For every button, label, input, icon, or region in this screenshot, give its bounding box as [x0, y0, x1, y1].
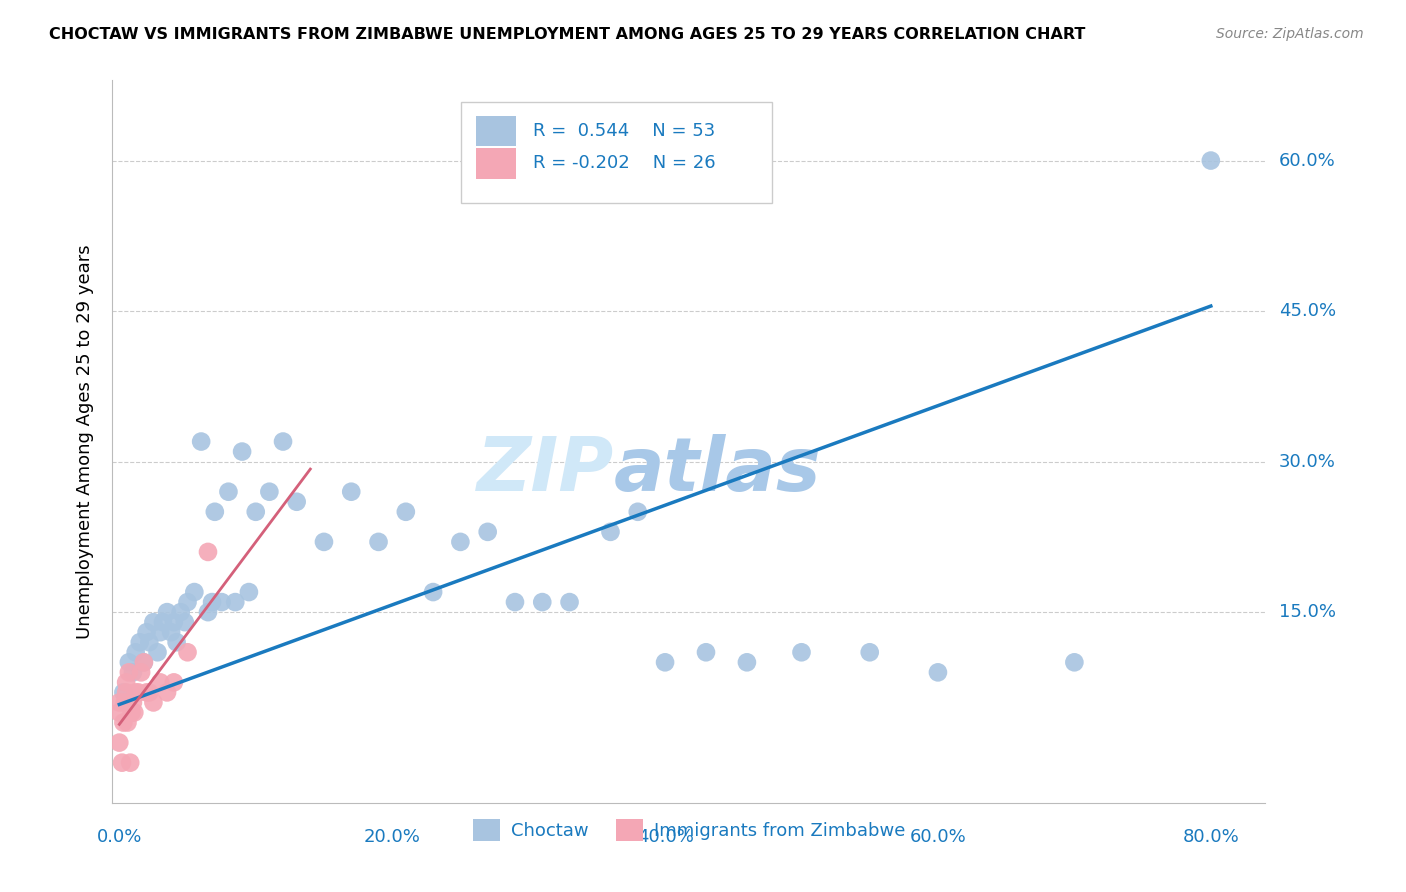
Point — [127, 685, 149, 699]
Text: 0.0%: 0.0% — [97, 828, 142, 846]
Y-axis label: Unemployment Among Ages 25 to 29 years: Unemployment Among Ages 25 to 29 years — [76, 244, 94, 639]
Point — [166, 635, 188, 649]
Point — [395, 505, 418, 519]
Point — [112, 685, 135, 699]
Point — [160, 625, 183, 640]
FancyBboxPatch shape — [461, 102, 772, 203]
Point — [477, 524, 499, 539]
Point — [173, 615, 195, 630]
Point — [121, 706, 143, 720]
Point — [558, 595, 581, 609]
Point — [1199, 153, 1222, 168]
Point — [217, 484, 239, 499]
Point — [114, 696, 136, 710]
Point — [108, 735, 131, 749]
Point — [503, 595, 526, 609]
Point — [124, 685, 146, 699]
Point — [627, 505, 650, 519]
Text: atlas: atlas — [614, 434, 821, 507]
Point — [156, 685, 179, 699]
Point — [132, 655, 155, 669]
Point — [163, 675, 186, 690]
Point — [118, 655, 141, 669]
Text: R = -0.202    N = 26: R = -0.202 N = 26 — [533, 154, 716, 172]
Point — [271, 434, 294, 449]
Point — [122, 665, 145, 680]
Point — [146, 645, 169, 659]
Text: CHOCTAW VS IMMIGRANTS FROM ZIMBABWE UNEMPLOYMENT AMONG AGES 25 TO 29 YEARS CORRE: CHOCTAW VS IMMIGRANTS FROM ZIMBABWE UNEM… — [49, 27, 1085, 42]
Point — [170, 605, 193, 619]
Text: 15.0%: 15.0% — [1279, 603, 1336, 621]
Point — [118, 665, 141, 680]
Point — [152, 615, 174, 630]
Point — [224, 595, 246, 609]
Point — [312, 535, 335, 549]
Point — [735, 655, 758, 669]
Point — [449, 535, 471, 549]
Point — [259, 484, 281, 499]
Text: 60.0%: 60.0% — [1279, 152, 1336, 169]
Point — [859, 645, 882, 659]
Point — [201, 595, 224, 609]
Point — [285, 494, 308, 508]
Point — [124, 706, 146, 720]
Point — [238, 585, 260, 599]
Point — [129, 665, 152, 680]
Point — [122, 696, 145, 710]
Point — [108, 706, 131, 720]
Point — [111, 756, 134, 770]
Point — [124, 645, 146, 659]
Text: 60.0%: 60.0% — [910, 828, 966, 846]
Point — [135, 625, 157, 640]
Point — [197, 545, 219, 559]
Point — [367, 535, 389, 549]
Point — [790, 645, 813, 659]
Point — [183, 585, 205, 599]
Point — [138, 685, 160, 699]
Point — [112, 715, 135, 730]
Point — [422, 585, 444, 599]
Point — [176, 645, 198, 659]
Point — [197, 605, 219, 619]
Point — [132, 655, 155, 669]
Point — [176, 595, 198, 609]
Point — [190, 434, 212, 449]
Point — [599, 524, 621, 539]
Point — [138, 635, 160, 649]
Point — [115, 675, 138, 690]
Text: 20.0%: 20.0% — [364, 828, 420, 846]
Point — [340, 484, 363, 499]
Text: 30.0%: 30.0% — [1279, 452, 1336, 471]
Point — [211, 595, 233, 609]
Point — [142, 615, 165, 630]
Point — [163, 615, 186, 630]
Point — [204, 505, 226, 519]
Text: 45.0%: 45.0% — [1279, 302, 1336, 320]
Point — [654, 655, 676, 669]
Text: ZIP: ZIP — [477, 434, 614, 507]
Text: R =  0.544    N = 53: R = 0.544 N = 53 — [533, 122, 716, 140]
Point — [128, 635, 150, 649]
Text: 40.0%: 40.0% — [637, 828, 693, 846]
Point — [142, 696, 165, 710]
Point — [927, 665, 949, 680]
Point — [117, 715, 139, 730]
Bar — [475, 116, 516, 146]
Point — [108, 696, 131, 710]
Point — [1063, 655, 1085, 669]
Text: 80.0%: 80.0% — [1182, 828, 1239, 846]
Legend: Choctaw, Immigrants from Zimbabwe: Choctaw, Immigrants from Zimbabwe — [465, 812, 912, 848]
Point — [149, 625, 172, 640]
Point — [149, 675, 172, 690]
Point — [531, 595, 554, 609]
Text: Source: ZipAtlas.com: Source: ZipAtlas.com — [1216, 27, 1364, 41]
Point — [120, 756, 142, 770]
Point — [156, 605, 179, 619]
Point — [245, 505, 267, 519]
Point — [135, 685, 157, 699]
Point — [231, 444, 253, 458]
Point — [695, 645, 717, 659]
Bar — [475, 148, 516, 178]
Point — [115, 685, 138, 699]
